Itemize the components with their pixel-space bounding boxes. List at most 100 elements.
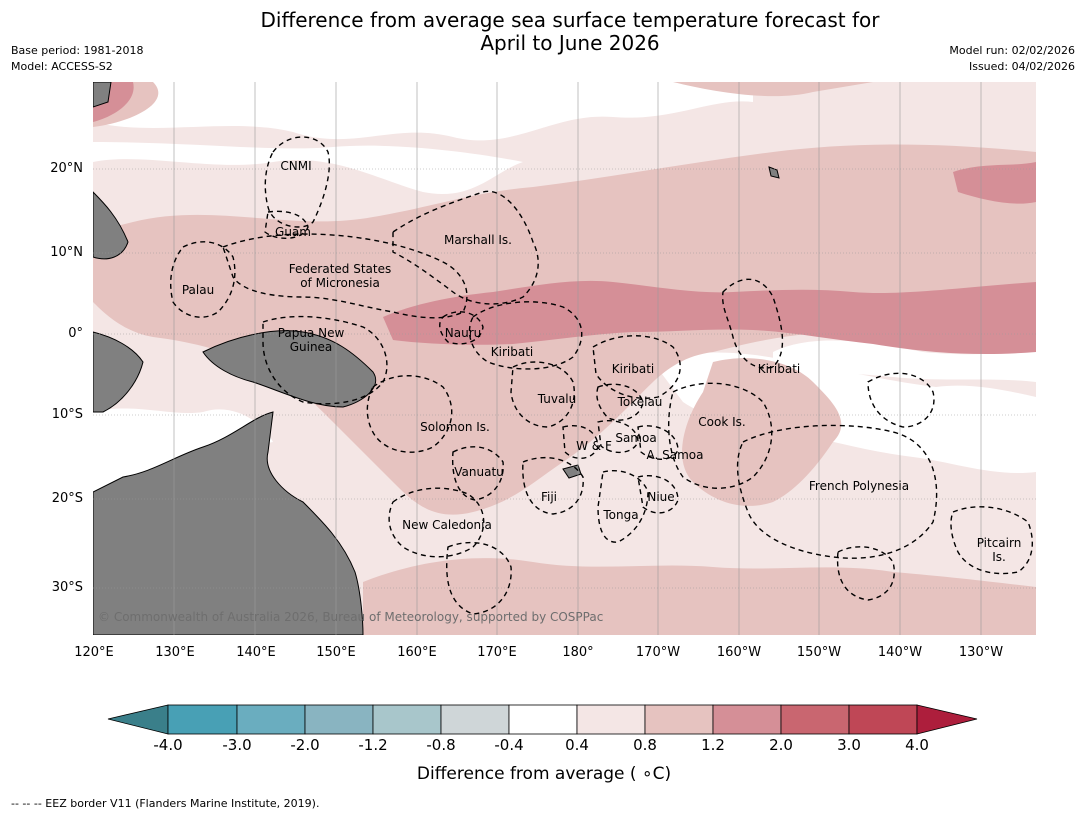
region-label-kiribati-east: Kiribati [757, 362, 801, 376]
lon-label-140w: 140°W [877, 645, 923, 660]
model-name: Model: ACCESS-S2 [11, 60, 113, 73]
eez-vanuatu [451, 446, 504, 501]
colorbar-bin-3 [304, 704, 374, 735]
lat-label-10n: 10°N [50, 245, 83, 260]
lon-label-130w: 130°W [958, 645, 1004, 660]
eez-marshall [392, 190, 539, 305]
anomaly-band-neutral-north [93, 82, 753, 141]
anomaly-band-0.8-1.2-southern [363, 558, 1036, 635]
colorbar-bin-7 [576, 704, 646, 735]
graticule [93, 82, 1036, 635]
anomaly-band-neutral-west [93, 408, 273, 492]
copyright-notice: © Commonwealth of Australia 2026, Bureau… [98, 610, 604, 624]
map-title-line1: Difference from average sea surface temp… [260, 8, 880, 32]
eez-wallis-futuna [562, 425, 599, 459]
eez-png [262, 315, 388, 405]
region-label-cnmi: CNMI [280, 159, 312, 173]
eez-guam [264, 210, 309, 239]
colorbar-title: Difference from average ( ∘C) [416, 764, 672, 784]
colorbar-bin-4 [372, 704, 442, 735]
region-label-tokelau: Tokelau [617, 395, 663, 409]
colorbar-label-4: -1.2 [358, 736, 388, 754]
colorbar-label-10: 2.0 [769, 736, 793, 754]
colorbar-label-3: -2.0 [290, 736, 320, 754]
colorbar-extend-low [107, 704, 169, 735]
region-label-american-samoa: A. Samoa [646, 448, 704, 462]
eez-legend-footer: -- -- -- EEZ border V11 (Flanders Marine… [11, 797, 320, 810]
lon-label-140e: 140°E [236, 645, 276, 660]
lon-label-120e: 120°E [74, 645, 114, 660]
base-period: Base period: 1981-2018 [11, 44, 144, 57]
region-label-pitcairn-line1: Pitcairn [976, 536, 1022, 550]
lon-label-170w: 170°W [635, 645, 681, 660]
colorbar-label-11: 3.0 [837, 736, 861, 754]
anomaly-band-neutral-subtropic [93, 142, 523, 195]
eez-new-caledonia [388, 487, 485, 558]
region-label-guam: Guam [275, 225, 311, 239]
eez-cook-islands [668, 382, 773, 489]
region-label-pitcairn-line2: Is. [992, 550, 1006, 564]
indonesia-landmass [93, 331, 144, 413]
issued-date: Issued: 04/02/2026 [968, 60, 1075, 73]
lat-label-30s: 30°S [51, 580, 83, 595]
anomaly-band-0.8-1.2-north [673, 82, 873, 97]
lat-label-20n: 20°N [50, 161, 83, 176]
lon-label-170e: 170°E [477, 645, 517, 660]
region-label-fsm-line1: Federated States [288, 262, 392, 276]
region-label-wallis-futuna: W & F [576, 439, 612, 453]
region-label-nauru: Nauru [444, 326, 482, 340]
region-label-kiribati-central: Kiribati [611, 362, 655, 376]
anomaly-band-0.8-1.2-south [682, 358, 842, 506]
eez-niue [637, 475, 679, 514]
anomaly-band-neutral-equator-east [773, 340, 1036, 382]
region-label-fsm-line2: of Micronesia [300, 276, 380, 290]
colorbar-bin-8 [644, 704, 714, 735]
region-label-png-line1: Papua New [277, 326, 345, 340]
region-label-fiji: Fiji [540, 490, 558, 504]
eez-pitcairn [950, 506, 1034, 575]
eez-american-samoa [637, 425, 679, 460]
lat-label-equator: 0° [68, 326, 83, 341]
lon-label-150w: 150°W [796, 645, 842, 660]
lon-label-150e: 150°E [316, 645, 356, 660]
region-label-palau: Palau [181, 283, 215, 297]
region-label-niue: Niue [647, 490, 675, 504]
region-label-png-line2: Guinea [289, 340, 333, 354]
colorbar-bin-9 [712, 704, 782, 735]
colorbar-extend-high [916, 704, 978, 735]
lon-label-180: 180° [562, 645, 594, 660]
region-label-tonga: Tonga [603, 508, 639, 522]
lat-label-10s: 10°S [51, 407, 83, 422]
region-label-vanuatu: Vanuatu [454, 465, 504, 479]
region-label-new-caledonia: New Caledonia [402, 518, 492, 532]
region-label-cook-islands: Cook Is. [698, 415, 746, 429]
taiwan-landmass [93, 82, 112, 108]
anomaly-band-1.2-2.0-equatorial [383, 280, 1036, 355]
colorbar-bin-5 [440, 704, 510, 735]
colorbar-label-9: 1.2 [701, 736, 725, 754]
sst-anomaly-map: CNMI Guam Marshall Is. Federated States … [93, 82, 1036, 635]
colorbar-label-6: -0.4 [494, 736, 524, 754]
eez-marquesas [867, 372, 935, 428]
region-label-solomon-islands: Solomon Is. [420, 420, 490, 434]
eez-tuvalu [510, 361, 575, 428]
colorbar-label-2: -3.0 [222, 736, 252, 754]
map-canvas [93, 82, 1036, 635]
eez-norfolk [446, 541, 512, 615]
philippines-landmass [93, 191, 129, 260]
region-label-samoa: Samoa [615, 431, 657, 445]
eez-austral [836, 546, 895, 601]
colorbar-bin-10 [780, 704, 850, 735]
region-label-kiribati-west: Kiribati [490, 345, 534, 359]
colorbar-bin-2 [236, 704, 306, 735]
region-label-french-polynesia: French Polynesia [808, 479, 910, 493]
colorbar-bin-11 [848, 704, 918, 735]
model-run: Model run: 02/02/2026 [949, 44, 1075, 57]
eez-fiji [522, 456, 584, 515]
anomaly-band-1.2-2.0-ne [953, 162, 1036, 204]
lon-label-130e: 130°E [155, 645, 195, 660]
colorbar [107, 704, 978, 735]
eez-fsm [222, 233, 468, 319]
colorbar-bin-1 [167, 704, 238, 735]
eez-samoa [597, 420, 639, 453]
